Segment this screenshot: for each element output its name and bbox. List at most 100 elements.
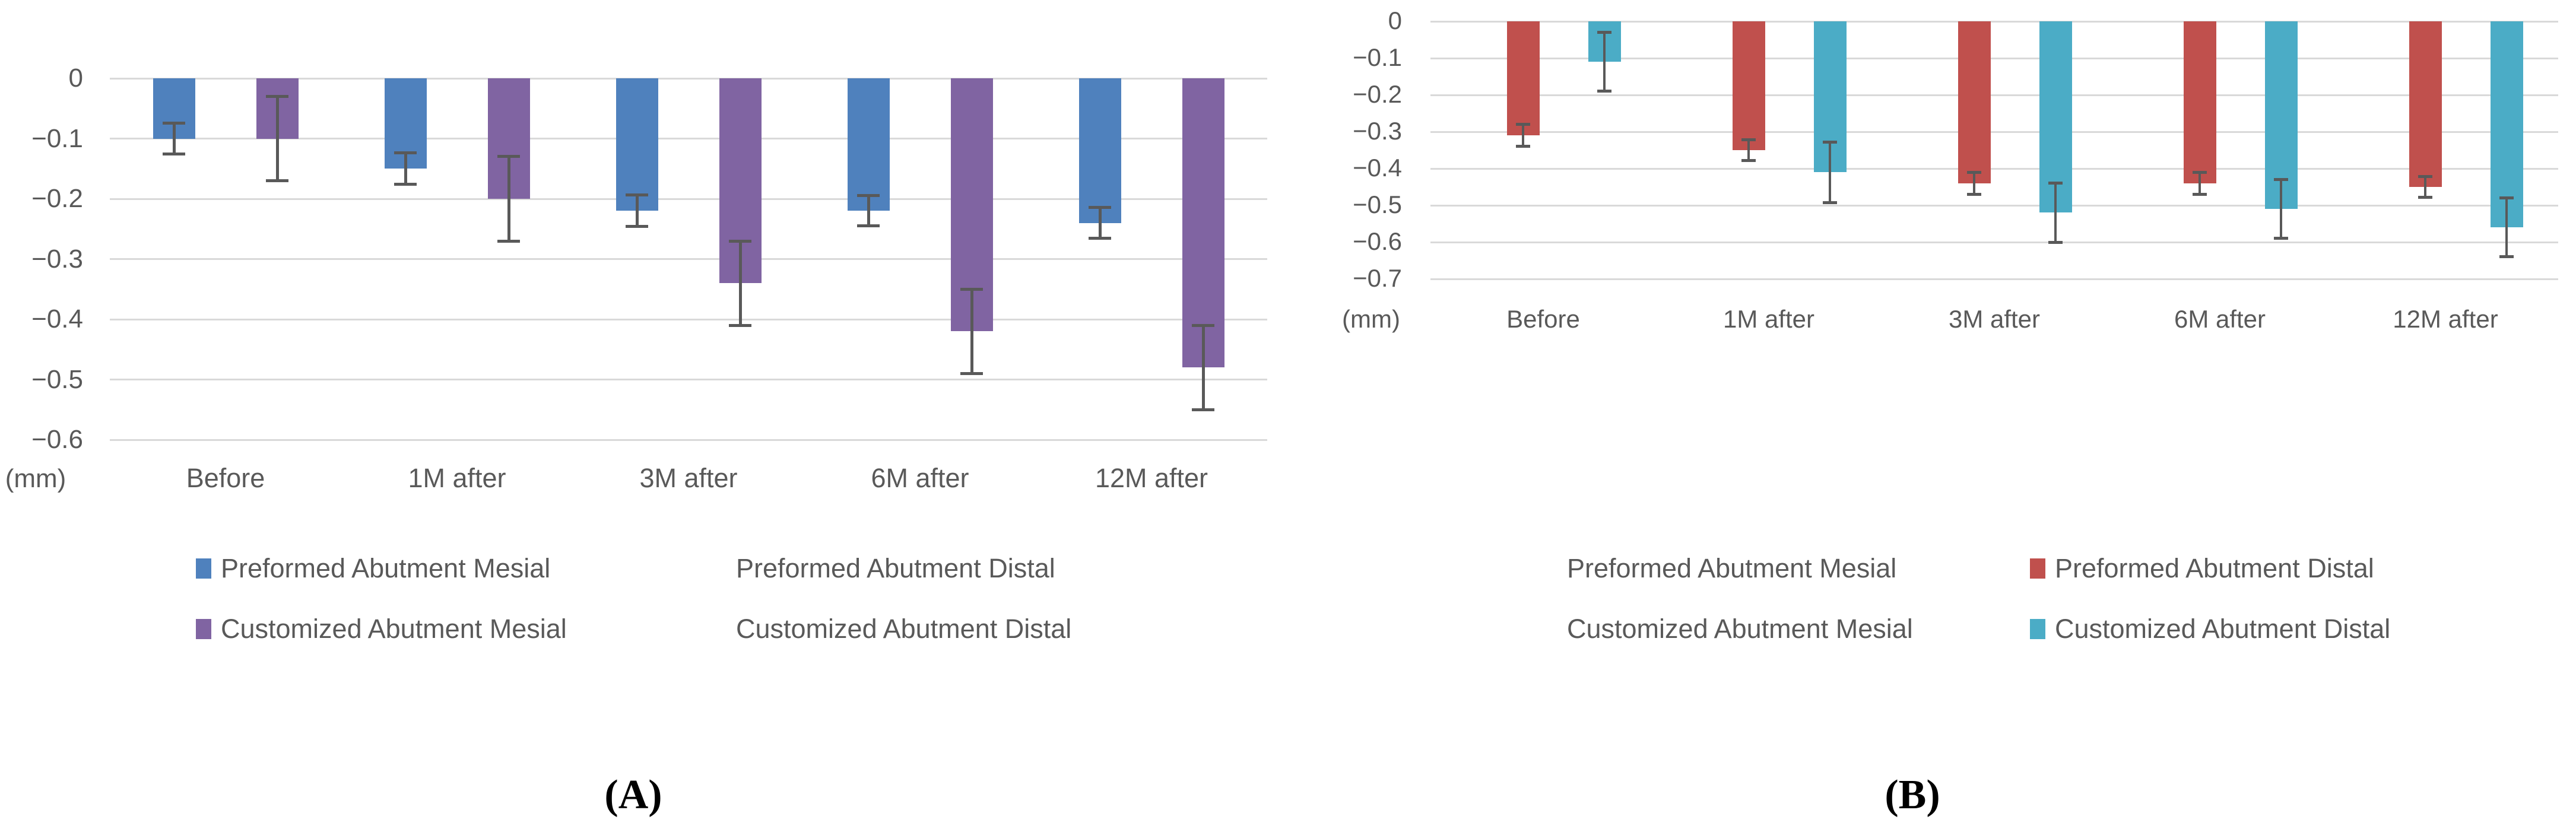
error-bar-cap bbox=[1516, 145, 1530, 148]
x-axis-category-label: 1M after bbox=[1722, 305, 1815, 333]
error-bar-line bbox=[1747, 139, 1750, 161]
y-axis-tick-label: −0.2 bbox=[31, 184, 83, 213]
legend-swatch bbox=[2030, 619, 2045, 639]
legend-label: Preformed Abutment Distal bbox=[2055, 553, 2374, 583]
error-bar-cap bbox=[2193, 170, 2207, 174]
panel-b-label: (B) bbox=[1885, 772, 1940, 818]
error-bar-cap bbox=[1192, 408, 1214, 411]
x-axis-category-label: 12M after bbox=[1095, 463, 1208, 493]
error-bar-cap bbox=[960, 371, 983, 375]
error-bar-line bbox=[1098, 207, 1102, 239]
error-bar-line bbox=[172, 123, 176, 154]
bar-preformed-abutment-distal bbox=[2409, 21, 2442, 187]
error-bar-cap bbox=[163, 121, 185, 125]
error-bar-cap bbox=[394, 183, 417, 186]
error-bar-cap bbox=[497, 155, 520, 158]
x-axis-category-label: 3M after bbox=[639, 463, 738, 493]
bar-preformed-abutment-mesial bbox=[616, 78, 658, 211]
bar-preformed-abutment-distal bbox=[1732, 21, 1765, 150]
gridline bbox=[110, 318, 1267, 320]
panel-a-label: (A) bbox=[604, 772, 662, 818]
error-bar-cap bbox=[1089, 205, 1111, 209]
legend-label: Customized Abutment Mesial bbox=[1567, 614, 1913, 644]
gridline bbox=[1430, 131, 2558, 133]
error-bar-cap bbox=[1967, 170, 1981, 174]
gridline bbox=[1430, 57, 2558, 59]
bar-preformed-abutment-distal bbox=[1506, 21, 1540, 136]
error-bar-line bbox=[1201, 325, 1205, 410]
x-axis-category-label: 6M after bbox=[2174, 305, 2266, 333]
error-bar-cap bbox=[266, 179, 288, 183]
error-bar-cap bbox=[1967, 192, 1981, 196]
error-bar-cap bbox=[729, 323, 751, 327]
error-bar-line bbox=[635, 195, 639, 227]
error-bar-cap bbox=[2499, 255, 2514, 259]
y-axis-tick-label: −0.4 bbox=[31, 304, 83, 334]
chart-b-unit-label: (mm) bbox=[1342, 305, 1400, 333]
error-bar-cap bbox=[729, 239, 751, 243]
gridline bbox=[1430, 278, 2558, 280]
error-bar-line bbox=[275, 96, 279, 181]
y-axis-tick-label: −0.2 bbox=[1353, 80, 1402, 108]
error-bar-cap bbox=[1192, 323, 1214, 327]
gridline bbox=[110, 439, 1267, 441]
y-axis-tick-label: −0.1 bbox=[31, 123, 83, 153]
legend-label: Preformed Abutment Mesial bbox=[1567, 553, 1897, 583]
y-axis-tick-label: −0.6 bbox=[31, 425, 83, 454]
y-axis-tick-label: −0.4 bbox=[1353, 154, 1402, 182]
y-axis-tick-label: −0.3 bbox=[1353, 117, 1402, 145]
error-bar-cap bbox=[2274, 178, 2288, 182]
y-axis-tick-label: 0 bbox=[1388, 7, 1402, 34]
error-bar-line bbox=[2199, 172, 2201, 195]
y-axis-tick-label: −0.7 bbox=[1353, 264, 1402, 292]
x-axis-category-label: Before bbox=[1506, 305, 1580, 333]
error-bar-line bbox=[1973, 172, 1975, 195]
gridline bbox=[1430, 204, 2558, 207]
bar-preformed-abutment-distal bbox=[2183, 21, 2216, 183]
error-bar-line bbox=[867, 195, 870, 226]
gridline bbox=[1430, 241, 2558, 243]
error-bar-cap bbox=[1823, 201, 1837, 204]
error-bar-cap bbox=[1597, 90, 1611, 93]
bar-customized-abutment-distal bbox=[2490, 21, 2523, 228]
gridline bbox=[1430, 94, 2558, 96]
error-bar-cap bbox=[857, 194, 880, 198]
error-bar-cap bbox=[857, 224, 880, 228]
y-axis-tick-label: −0.3 bbox=[31, 244, 83, 274]
error-bar-line bbox=[404, 153, 407, 185]
error-bar-cap bbox=[1597, 31, 1611, 34]
bar-customized-abutment-distal bbox=[2039, 21, 2072, 213]
gridline bbox=[110, 77, 1267, 80]
error-bar-line bbox=[1522, 124, 1524, 147]
chart-a-unit-label: (mm) bbox=[5, 464, 66, 493]
bar-customized-abutment-distal bbox=[2264, 21, 2298, 209]
gridline bbox=[110, 258, 1267, 260]
legend-swatch bbox=[196, 558, 211, 579]
bar-preformed-abutment-mesial bbox=[1078, 78, 1121, 223]
legend-label: Preformed Abutment Distal bbox=[736, 553, 1055, 583]
y-axis-tick-label: −0.5 bbox=[31, 364, 83, 394]
legend-label: Customized Abutment Mesial bbox=[221, 614, 567, 644]
error-bar-line bbox=[2280, 179, 2282, 239]
error-bar-cap bbox=[960, 287, 983, 291]
y-axis-tick-label: −0.1 bbox=[1353, 43, 1402, 71]
error-bar-cap bbox=[1823, 140, 1837, 144]
x-axis-category-label: 12M after bbox=[2393, 305, 2498, 333]
error-bar-cap bbox=[1741, 158, 1756, 162]
error-bar-line bbox=[970, 289, 973, 374]
gridline bbox=[110, 379, 1267, 380]
gridline bbox=[1430, 20, 2558, 23]
error-bar-cap bbox=[1089, 237, 1111, 240]
error-bar-cap bbox=[163, 153, 185, 156]
y-axis-tick-label: −0.6 bbox=[1353, 227, 1402, 255]
error-bar-cap bbox=[2048, 182, 2063, 185]
error-bar-cap bbox=[2193, 192, 2207, 196]
error-bar-cap bbox=[1516, 123, 1530, 126]
x-axis-category-label: Before bbox=[186, 463, 265, 493]
error-bar-cap bbox=[266, 94, 288, 98]
x-axis-category-label: 1M after bbox=[408, 463, 506, 493]
gridline bbox=[1430, 167, 2558, 170]
legend-swatch bbox=[2030, 558, 2045, 579]
legend-label: Customized Abutment Distal bbox=[2055, 614, 2391, 644]
